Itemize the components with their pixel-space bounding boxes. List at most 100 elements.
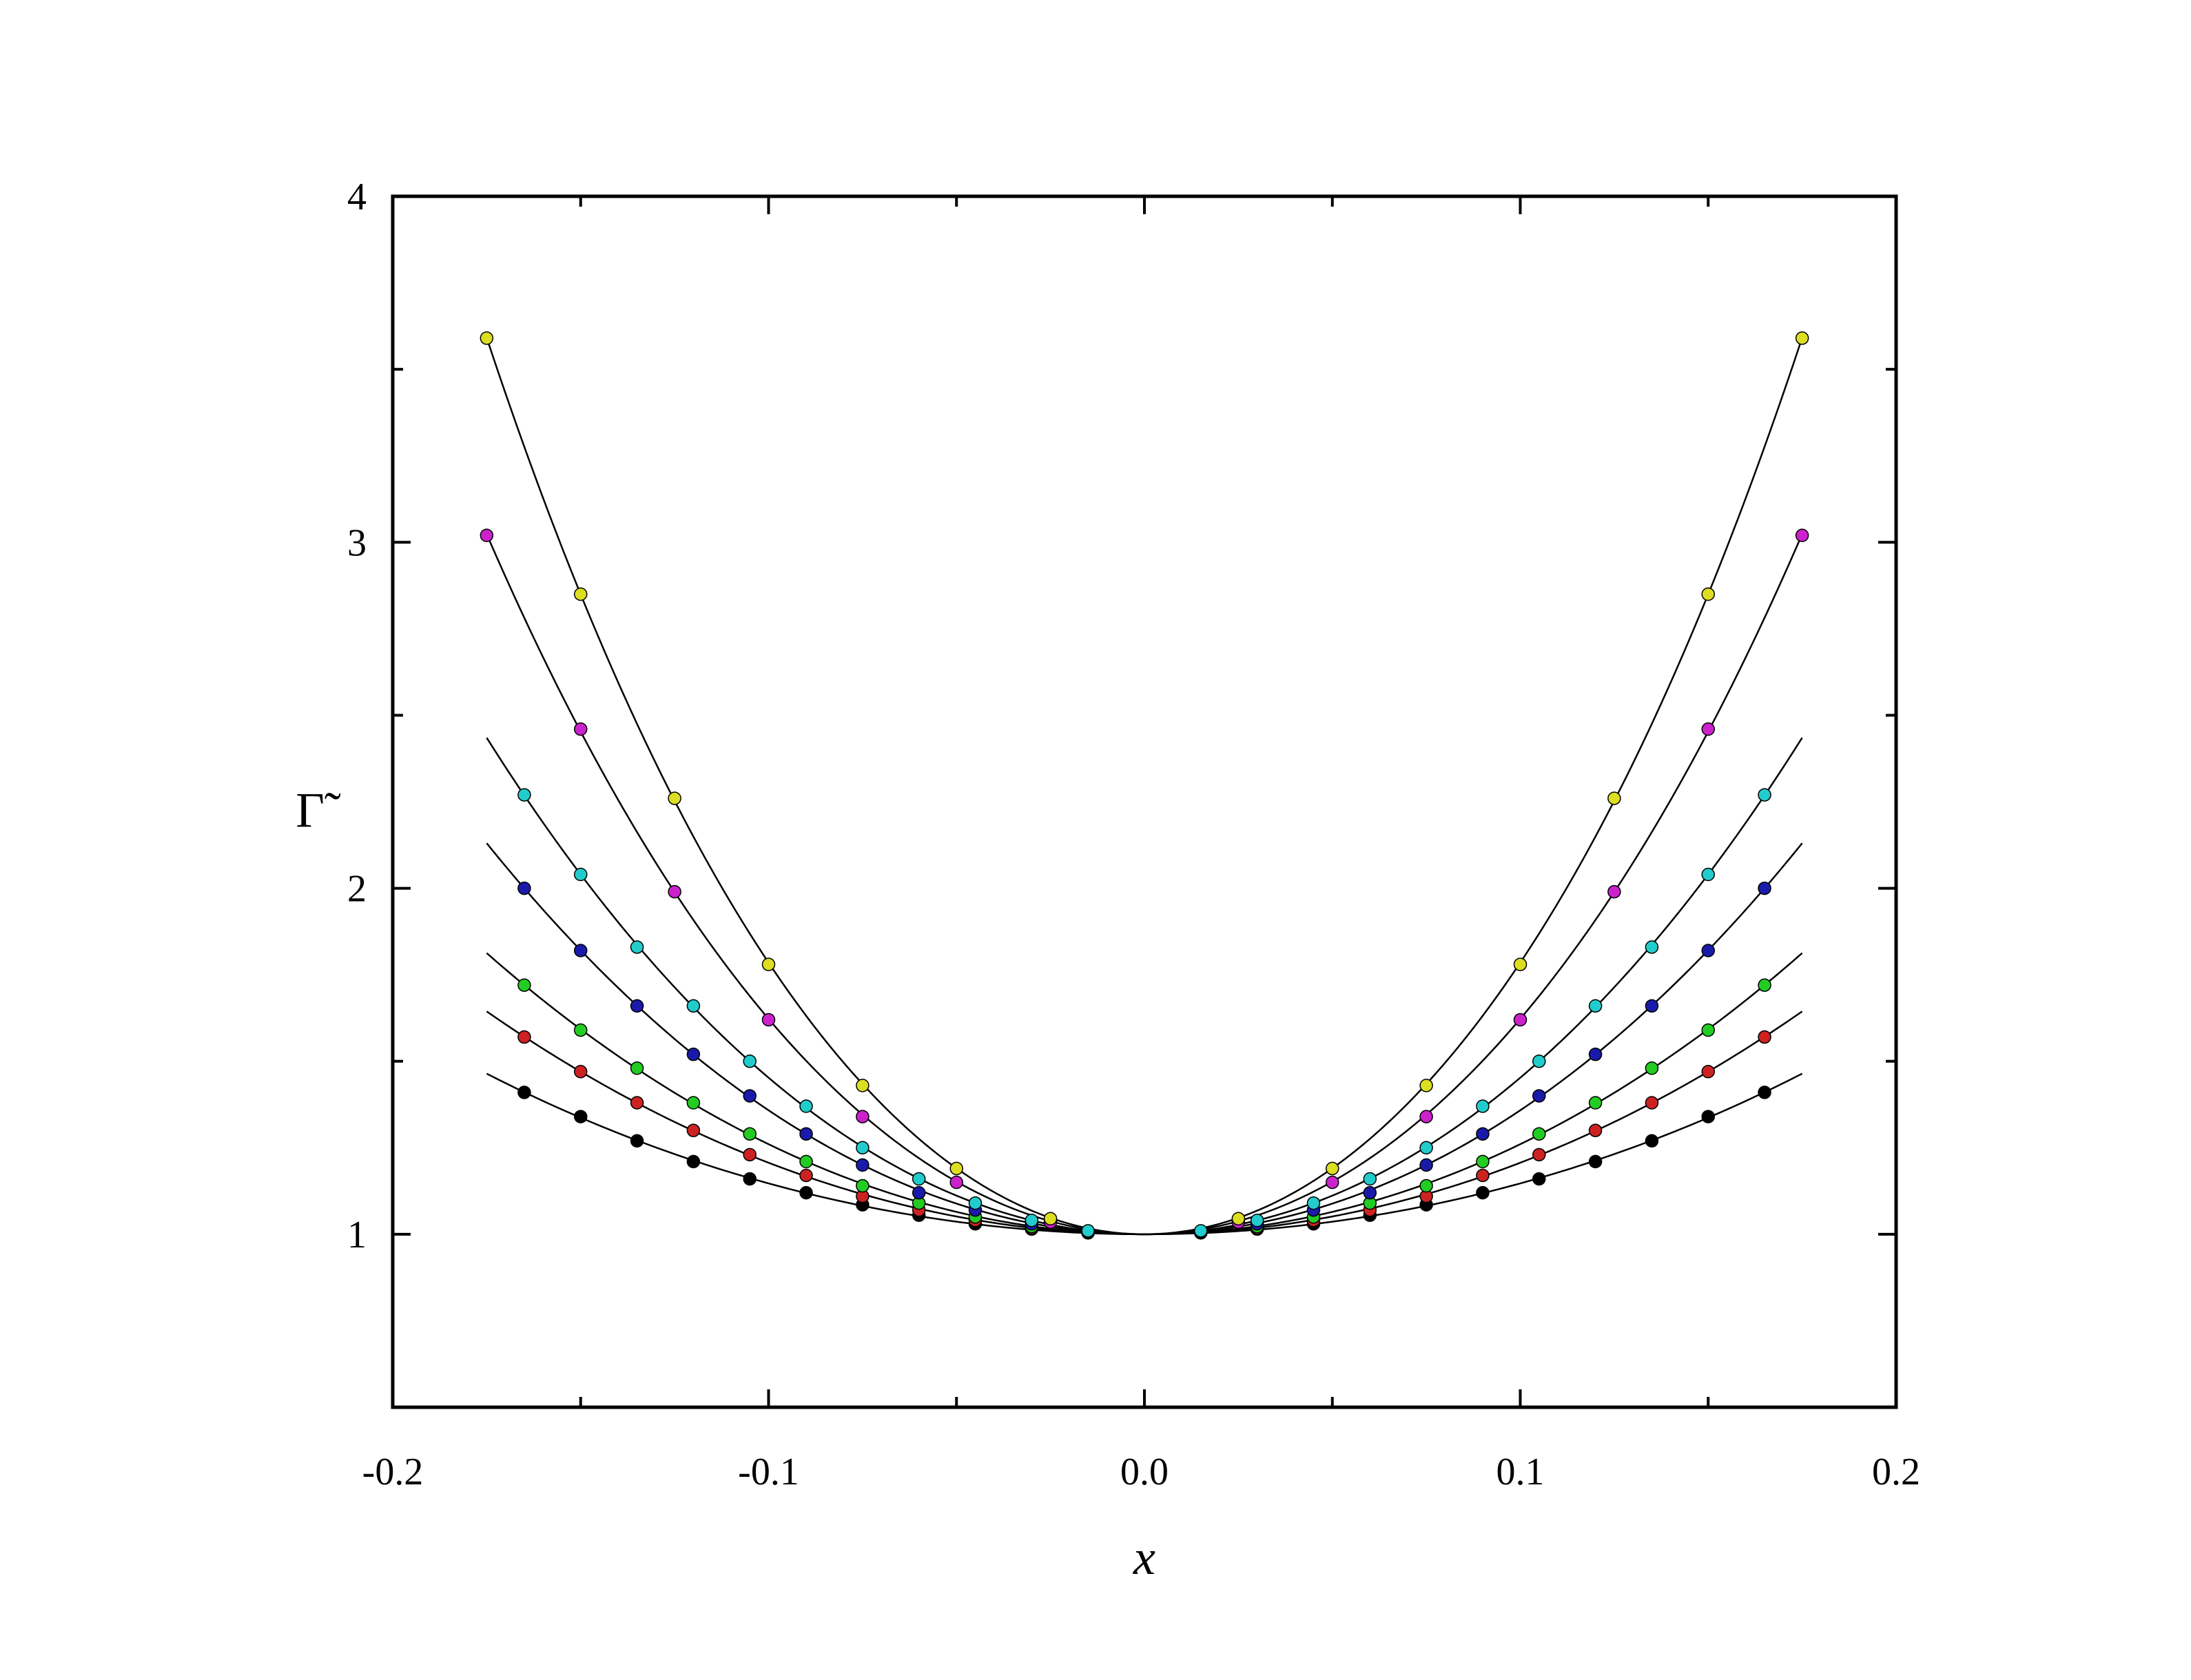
data-point xyxy=(574,944,588,957)
data-point xyxy=(1476,1099,1490,1113)
data-point xyxy=(1231,1212,1246,1226)
data-point xyxy=(1701,1065,1715,1079)
data-point xyxy=(799,1127,813,1141)
data-point xyxy=(668,884,681,899)
fit-curve-3 xyxy=(486,842,1803,1236)
data-point xyxy=(1607,884,1621,899)
data-point xyxy=(630,999,644,1013)
data-point xyxy=(856,1141,870,1155)
data-point xyxy=(743,1127,757,1141)
data-point xyxy=(1043,1212,1058,1226)
y-tick-label: 4 xyxy=(347,176,367,218)
data-point xyxy=(686,1096,701,1110)
x-tick-label: -0.1 xyxy=(738,1451,799,1493)
data-point xyxy=(1476,1168,1490,1183)
data-point xyxy=(799,1099,813,1113)
data-point xyxy=(1588,1096,1603,1110)
tick-labels: -0.2 -0.1 0.0 0.1 0.2 1 2 3 4 xyxy=(347,176,1920,1493)
data-point xyxy=(1645,999,1659,1013)
data-point xyxy=(1758,1086,1771,1099)
data-point xyxy=(517,1086,531,1099)
data-point xyxy=(630,1061,644,1075)
data-point xyxy=(574,867,588,882)
plot-frame xyxy=(391,194,1898,1409)
data-point xyxy=(1532,1089,1546,1103)
data-point xyxy=(1701,1023,1715,1037)
data-point xyxy=(1419,1141,1433,1155)
data-point xyxy=(1513,1013,1527,1027)
data-point xyxy=(1363,1172,1377,1186)
data-point xyxy=(517,881,531,895)
data-point xyxy=(799,1168,813,1183)
x-tick-label: -0.2 xyxy=(362,1451,424,1493)
data-point xyxy=(1588,1047,1603,1061)
data-point xyxy=(574,1110,588,1123)
data-point xyxy=(1363,1185,1377,1200)
data-point xyxy=(686,1154,701,1169)
data-point xyxy=(1701,867,1715,882)
data-point xyxy=(1645,1096,1659,1110)
data-point xyxy=(630,940,644,954)
data-point xyxy=(1588,1154,1603,1169)
data-point xyxy=(480,331,494,345)
data-point xyxy=(517,978,531,992)
data-point xyxy=(1645,1061,1659,1075)
fit-curve-1 xyxy=(486,1010,1803,1236)
fit-curve-5 xyxy=(486,533,1803,1236)
fit-curve-4 xyxy=(486,737,1803,1236)
data-point xyxy=(968,1196,983,1210)
data-point xyxy=(1326,1175,1339,1190)
data-point xyxy=(799,1185,813,1200)
data-point xyxy=(1476,1154,1490,1169)
data-point xyxy=(1607,791,1621,805)
x-tick-label: 0.1 xyxy=(1496,1451,1545,1493)
data-point xyxy=(1081,1224,1095,1238)
data-point xyxy=(949,1161,963,1176)
data-point xyxy=(743,1172,757,1186)
data-point xyxy=(1532,1127,1546,1141)
data-point xyxy=(912,1185,926,1200)
data-point xyxy=(949,1175,963,1190)
data-point xyxy=(1701,587,1715,601)
data-point xyxy=(1645,1134,1659,1148)
data-point xyxy=(1532,1172,1546,1186)
data-point xyxy=(912,1172,926,1186)
data-point xyxy=(1306,1196,1321,1210)
data-point xyxy=(1419,1179,1433,1193)
data-point xyxy=(686,999,701,1013)
data-point xyxy=(686,1123,701,1137)
fit-curve-2 xyxy=(486,952,1803,1236)
y-tick-label: 2 xyxy=(347,868,367,911)
data-point xyxy=(1758,788,1771,802)
data-point xyxy=(799,1154,813,1169)
data-point xyxy=(856,1179,870,1193)
data-point xyxy=(1419,1110,1433,1123)
data-point xyxy=(1795,331,1809,345)
x-axis-title: x xyxy=(1133,1530,1155,1585)
data-point xyxy=(1532,1054,1546,1068)
data-point xyxy=(1758,1030,1771,1044)
data-point xyxy=(1476,1127,1490,1141)
data-point xyxy=(856,1079,870,1092)
data-point xyxy=(1194,1224,1208,1238)
data-point xyxy=(1588,1123,1603,1137)
data-point xyxy=(761,1013,776,1027)
data-point xyxy=(856,1158,870,1172)
data-point xyxy=(574,587,588,601)
data-point xyxy=(1701,944,1715,957)
data-points xyxy=(480,331,1809,1240)
x-tick-label: 0.0 xyxy=(1120,1451,1169,1493)
data-point xyxy=(517,1030,531,1044)
data-point xyxy=(1758,978,1771,992)
data-point xyxy=(574,722,588,736)
data-point xyxy=(1025,1214,1039,1227)
fit-curves xyxy=(486,337,1803,1236)
y-axis-title: Γ̃ xyxy=(296,782,341,838)
data-point xyxy=(1588,999,1603,1013)
y-tick-label: 3 xyxy=(347,521,367,564)
fit-curve-6 xyxy=(486,337,1803,1236)
data-point xyxy=(1419,1158,1433,1172)
data-point xyxy=(1513,957,1527,971)
data-point xyxy=(630,1096,644,1110)
